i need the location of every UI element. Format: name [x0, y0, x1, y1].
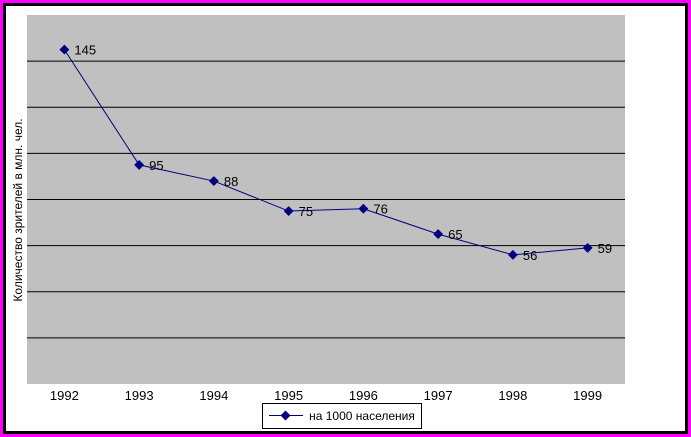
gridlines [27, 60, 625, 339]
data-point-marker [582, 242, 593, 253]
x-tick-label: 1994 [199, 388, 228, 403]
x-tick-label: 1999 [573, 388, 602, 403]
data-point-marker [208, 176, 219, 186]
data-label: 75 [299, 204, 313, 219]
data-label: 56 [523, 248, 537, 263]
data-label: 145 [74, 43, 96, 58]
x-tick-label: 1998 [498, 388, 527, 403]
data-labels: 145 95 88 75 76 65 56 59 [74, 43, 612, 263]
x-tick-label: 1995 [274, 388, 303, 403]
data-point-marker [134, 159, 145, 170]
legend-marker-icon [269, 410, 304, 422]
legend: на 1000 населения [262, 403, 422, 429]
series-markers [59, 44, 593, 260]
data-point-marker [59, 44, 70, 55]
data-label: 59 [598, 241, 612, 256]
data-label: 76 [373, 202, 387, 217]
data-point-marker [283, 206, 294, 216]
data-label: 65 [448, 227, 462, 242]
data-point-marker [358, 203, 369, 214]
x-tick-labels: 1992 1993 1994 1995 1996 1997 1998 1999 [50, 388, 602, 403]
data-label: 95 [149, 158, 163, 173]
x-tick-label: 1993 [125, 388, 154, 403]
data-point-marker [433, 229, 444, 240]
x-tick-label: 1997 [424, 388, 453, 403]
y-axis-label: Количество зрителей в млн. чел. [11, 118, 25, 302]
x-tick-label: 1996 [349, 388, 378, 403]
series-line [63, 49, 588, 256]
data-label: 88 [224, 174, 238, 189]
x-tick-label: 1992 [50, 388, 79, 403]
data-point-marker [507, 249, 518, 260]
legend-entry: на 1000 населения [309, 409, 415, 423]
